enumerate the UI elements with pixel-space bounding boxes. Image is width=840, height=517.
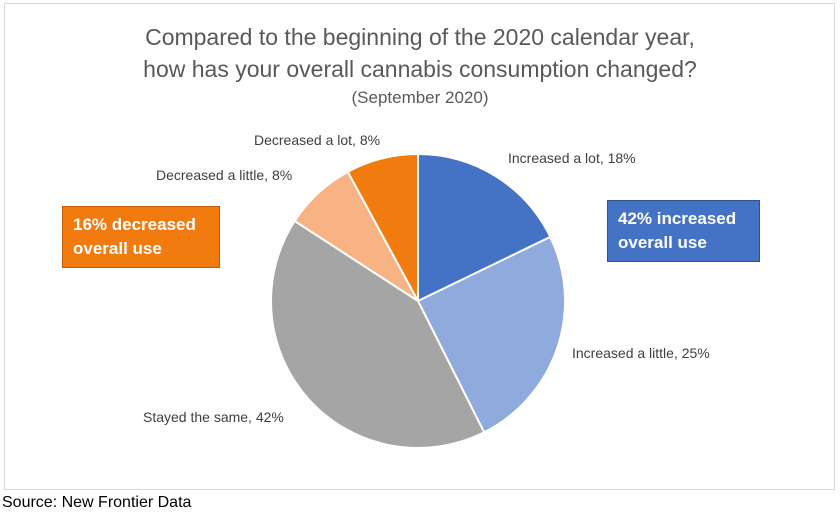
slice-label-2: Stayed the same, 42% — [143, 409, 284, 425]
increased-callout: 42% increased overall use — [607, 200, 760, 262]
decreased-callout: 16% decreased overall use — [62, 206, 220, 268]
slice-label-0: Increased a lot, 18% — [508, 150, 636, 166]
slice-label-4: Decreased a lot, 8% — [254, 132, 380, 148]
source-note: Source: New Frontier Data — [2, 494, 192, 511]
increased-callout-line1: 42% increased — [618, 209, 737, 228]
slice-label-3: Decreased a little, 8% — [156, 167, 292, 183]
pie-slice-2 — [270, 219, 486, 449]
chart-title-line2: how has your overall cannabis consumptio… — [143, 56, 697, 82]
increased-callout-line2: overall use — [618, 233, 707, 252]
decreased-callout-line2: overall use — [73, 239, 162, 258]
chart-subtitle: (September 2020) — [351, 88, 489, 107]
decreased-callout-line1: 16% decreased — [73, 215, 196, 234]
chart-title: Compared to the beginning of the 2020 ca… — [145, 24, 695, 50]
pie-slice-1 — [416, 235, 566, 434]
pie-slice-0 — [417, 152, 552, 303]
slice-label-1: Increased a little, 25% — [572, 345, 710, 361]
pie-slice-4 — [346, 152, 419, 302]
